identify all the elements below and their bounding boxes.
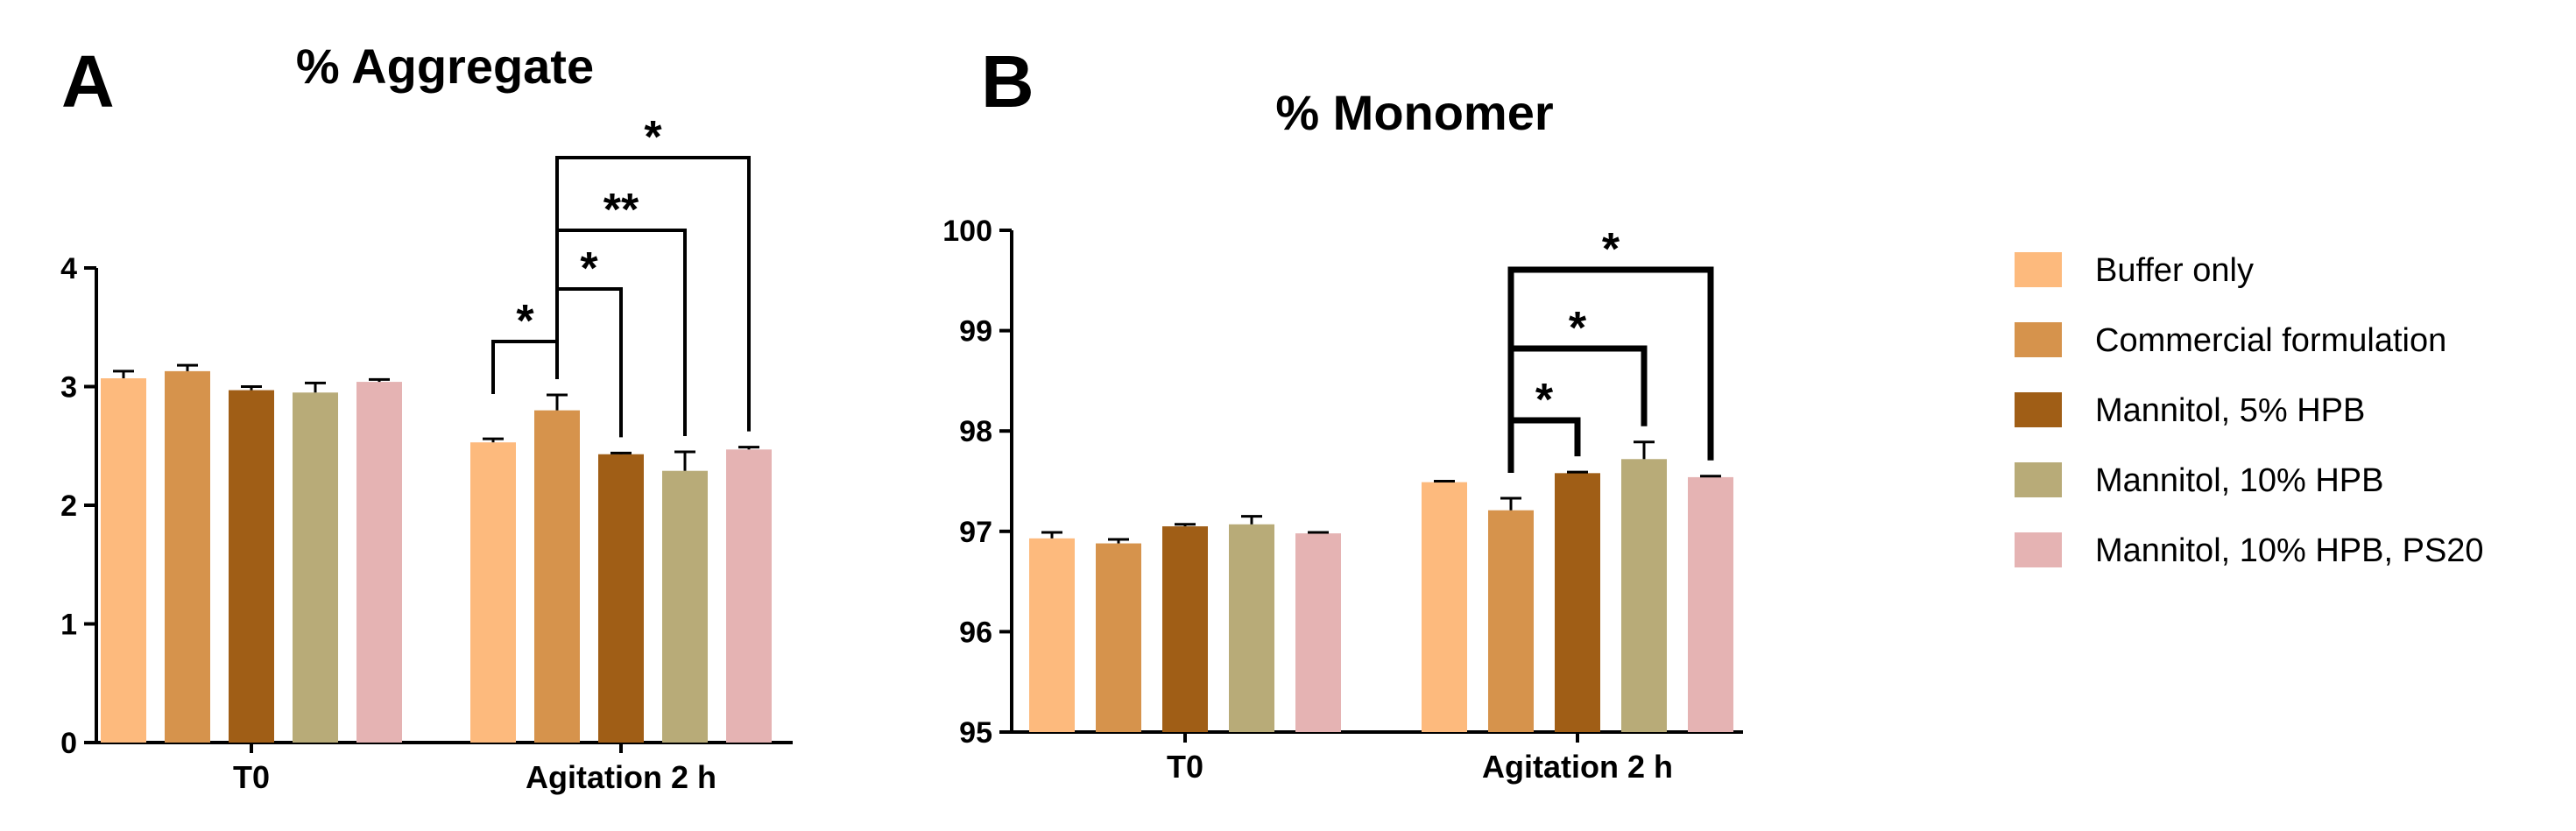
panel-a-bar	[165, 370, 210, 743]
panel-b-significance-label: *	[1535, 375, 1554, 426]
panel-b-bar	[1488, 510, 1534, 732]
panel-b-category-label: Agitation 2 h	[1482, 749, 1673, 785]
panel-b-category-label: T0	[1167, 749, 1203, 785]
panel-a-bar	[726, 449, 772, 743]
panel-b-title: % Monomer	[1275, 85, 1553, 140]
panel-a-significance-bracket	[491, 340, 559, 394]
panel-b-bar	[1555, 473, 1600, 732]
panel-a-significance-bracket	[555, 229, 687, 437]
panel-b-y-tick-label: 96	[959, 616, 992, 649]
panel-a-bar	[356, 382, 402, 743]
panel-a-significance-bracket	[555, 156, 751, 432]
panel-b-y-tick-label: 100	[942, 215, 992, 248]
panel-b-bar	[1229, 524, 1274, 732]
legend-label: Mannitol, 5% HPB	[2095, 392, 2365, 429]
panel-a-bar	[470, 442, 516, 743]
panel-a-significance-label: *	[516, 296, 534, 347]
panel-a-bar	[662, 470, 708, 743]
panel-a-letter: A	[61, 40, 115, 123]
panel-a-bar	[598, 454, 644, 743]
legend-swatch	[2015, 532, 2062, 567]
panel-b-bar	[1621, 459, 1667, 732]
panel-b-significance-bracket	[1507, 345, 1648, 454]
panel-b-significance-bracket	[1507, 417, 1581, 473]
panel-b-bar	[1295, 533, 1341, 732]
panel-a-bar	[101, 378, 146, 743]
panel-a-y-tick-label: 1	[60, 609, 77, 642]
panel-b-bar	[1029, 538, 1075, 732]
panel-b-bar	[1096, 543, 1141, 732]
panel-b-y-tick-label: 99	[959, 315, 992, 349]
panel-a-bar	[229, 390, 274, 743]
legend-label: Mannitol, 10% HPB	[2095, 462, 2384, 499]
legend: Buffer only Commercial formulation Mannito…	[2015, 252, 2484, 569]
panel-a-significance-label: **	[603, 185, 639, 236]
legend-label: Buffer only	[2095, 252, 2254, 289]
panel-b-y-tick-label: 98	[959, 415, 992, 448]
panel-b-plot-area: 95 96 97 98 99 100 T0 Agitation 2 h * * *	[942, 215, 1743, 785]
panel-b-significance-label: *	[1569, 303, 1587, 354]
legend-swatch	[2015, 252, 2062, 287]
panel-a-title: % Aggregate	[296, 39, 594, 94]
panel-a-y-tick-label: 4	[60, 252, 77, 285]
panel-a-y-tick-label: 0	[60, 727, 77, 760]
panel-a-category-label: T0	[233, 759, 270, 795]
panel-a-bar	[293, 392, 338, 743]
panel-b-y-tick-label: 97	[959, 516, 992, 549]
panel-a-significance-label: *	[644, 112, 662, 163]
panel-b-bar	[1162, 526, 1208, 732]
legend-swatch	[2015, 462, 2062, 497]
legend-swatch	[2015, 392, 2062, 427]
panel-b-significance-label: *	[1602, 224, 1620, 275]
panel-b-y-tick-label: 95	[959, 716, 992, 750]
panel-b-bar	[1688, 476, 1733, 732]
panel-a-y-tick-label: 3	[60, 371, 77, 405]
legend-swatch	[2015, 322, 2062, 357]
panel-b-letter: B	[981, 40, 1034, 123]
panel-b-significance-bracket	[1507, 266, 1714, 461]
panel-a-bar	[534, 410, 580, 743]
panel-a-y-tick-label: 2	[60, 489, 77, 523]
legend-label: Commercial formulation	[2095, 322, 2446, 359]
panel-b-bar	[1422, 482, 1467, 732]
panel-b-chart: B % Monomer 95 96 97 98 99 100 T0 Agitation 2 h…	[942, 40, 1743, 785]
legend-label: Mannitol, 10% HPB, PS20	[2095, 532, 2484, 569]
panel-a-category-label: Agitation 2 h	[526, 759, 716, 795]
panel-a-significance-label: *	[580, 243, 598, 294]
